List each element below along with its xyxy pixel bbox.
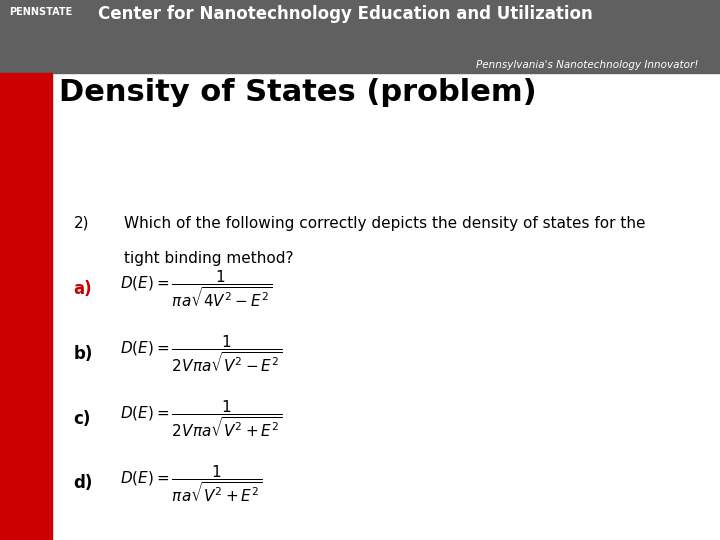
- Text: a): a): [73, 280, 92, 298]
- Text: Center for Nanotechnology Education and Utilization: Center for Nanotechnology Education and …: [98, 4, 593, 23]
- Text: $D(E) = \dfrac{1}{\pi a\sqrt{V^2 + E^2}}$: $D(E) = \dfrac{1}{\pi a\sqrt{V^2 + E^2}}…: [120, 463, 263, 504]
- Text: $D(E) = \dfrac{1}{\pi a\sqrt{4V^2 - E^2}}$: $D(E) = \dfrac{1}{\pi a\sqrt{4V^2 - E^2}…: [120, 268, 273, 309]
- Bar: [0, 0, 720, 73]
- Text: c): c): [73, 409, 91, 428]
- Text: b): b): [73, 345, 93, 363]
- Text: tight binding method?: tight binding method?: [124, 251, 293, 266]
- Text: $D(E) = \dfrac{1}{2V\pi a\sqrt{V^2 - E^2}}$: $D(E) = \dfrac{1}{2V\pi a\sqrt{V^2 - E^2…: [120, 333, 283, 374]
- Text: Which of the following correctly depicts the density of states for the: Which of the following correctly depicts…: [124, 216, 645, 231]
- Text: Pennsylvania's Nanotechnology Innovator!: Pennsylvania's Nanotechnology Innovator!: [476, 60, 698, 70]
- Text: 2): 2): [73, 216, 89, 231]
- Text: PENNSTATE: PENNSTATE: [9, 7, 73, 17]
- Text: Density of States (problem): Density of States (problem): [59, 78, 536, 107]
- Bar: [0, 73, 52, 540]
- Text: d): d): [73, 474, 93, 492]
- Bar: [52, 73, 720, 540]
- Text: $D(E) = \dfrac{1}{2V\pi a\sqrt{V^2 + E^2}}$: $D(E) = \dfrac{1}{2V\pi a\sqrt{V^2 + E^2…: [120, 398, 283, 439]
